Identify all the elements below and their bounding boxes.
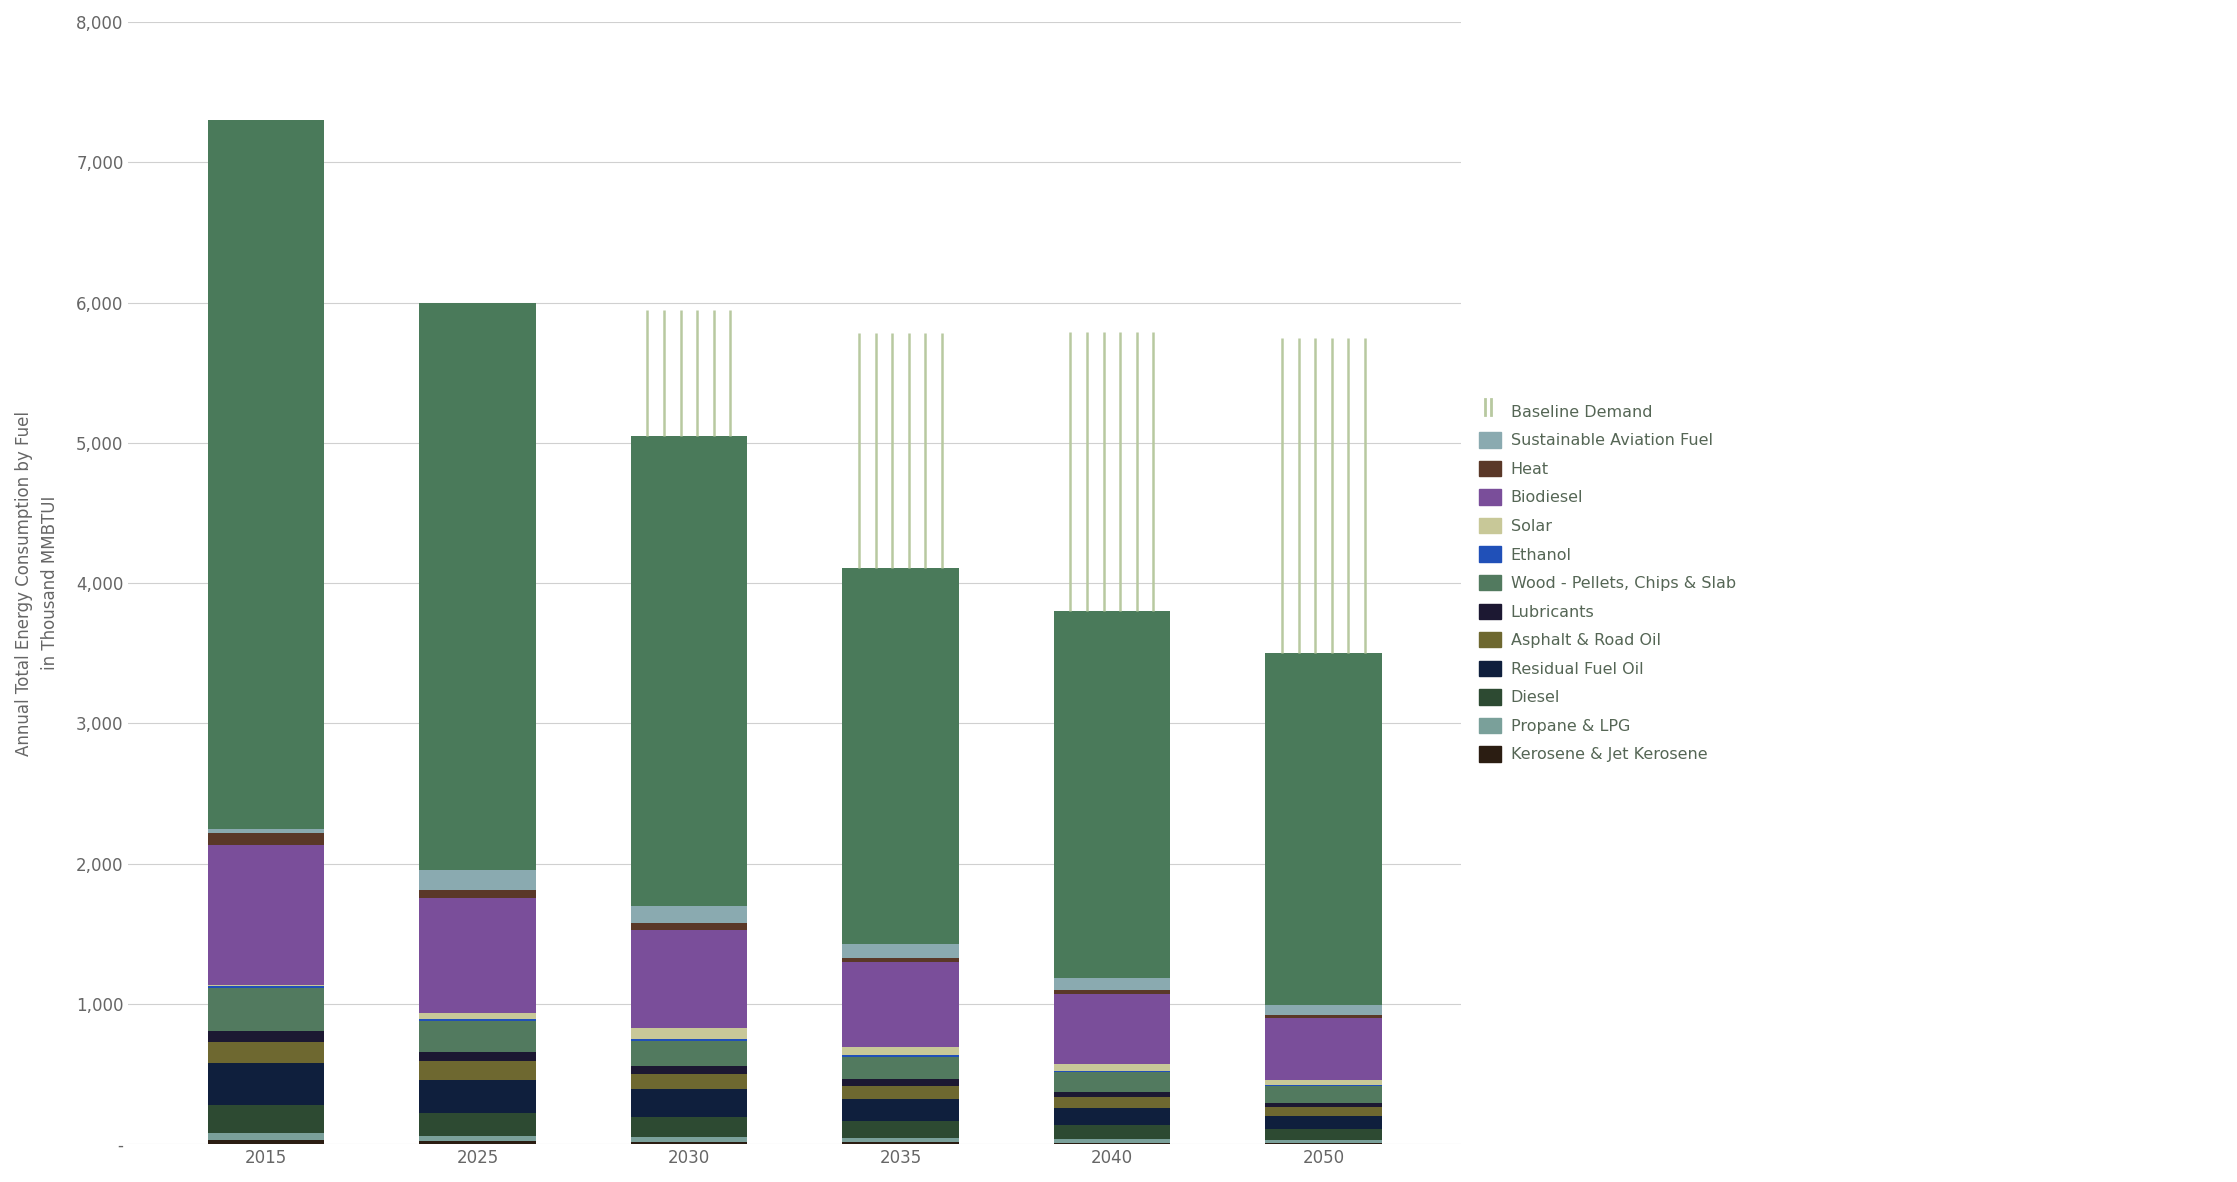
Bar	[1054, 994, 1170, 1064]
Bar	[631, 922, 747, 929]
Bar	[1266, 654, 1382, 1005]
Bar	[1054, 611, 1170, 979]
Bar	[843, 1122, 960, 1138]
Bar	[631, 1090, 747, 1117]
Bar	[1054, 979, 1170, 991]
Bar	[1054, 1071, 1170, 1072]
Legend: Baseline Demand, Sustainable Aviation Fuel, Heat, Biodiesel, Solar, Ethanol, Woo: Baseline Demand, Sustainable Aviation Fu…	[1476, 401, 1738, 766]
Bar	[843, 1046, 960, 1056]
Bar	[843, 1138, 960, 1143]
Bar	[208, 1063, 324, 1105]
Bar	[1054, 991, 1170, 994]
Bar	[418, 1052, 535, 1061]
Bar	[418, 1136, 535, 1142]
Bar	[631, 436, 747, 905]
Bar	[631, 1039, 747, 1041]
Bar	[1054, 1097, 1170, 1109]
Bar	[631, 1074, 747, 1090]
Bar	[1054, 1109, 1170, 1125]
Bar	[631, 1142, 747, 1144]
Bar	[843, 567, 960, 943]
Bar	[843, 1056, 960, 1057]
Bar	[208, 1132, 324, 1139]
Bar	[843, 962, 960, 1046]
Bar	[418, 1113, 535, 1136]
Bar	[1054, 1139, 1170, 1143]
Bar	[1266, 1085, 1382, 1086]
Bar	[418, 1079, 535, 1113]
Bar	[843, 943, 960, 957]
Bar	[1054, 1143, 1170, 1144]
Bar	[418, 1019, 535, 1021]
Bar	[418, 898, 535, 1013]
Bar	[631, 1117, 747, 1137]
Bar	[843, 1057, 960, 1079]
Bar	[631, 929, 747, 1027]
Bar	[208, 1031, 324, 1041]
Bar	[1054, 1064, 1170, 1071]
Bar	[418, 1021, 535, 1052]
Bar	[843, 1143, 960, 1144]
Bar	[1266, 1103, 1382, 1108]
Bar	[418, 303, 535, 870]
Bar	[208, 845, 324, 985]
Bar	[1266, 1116, 1382, 1129]
Bar	[418, 870, 535, 890]
Bar	[631, 1041, 747, 1066]
Bar	[1266, 1018, 1382, 1079]
Bar	[1054, 1072, 1170, 1092]
Bar	[843, 1085, 960, 1099]
Bar	[631, 1137, 747, 1142]
Bar	[208, 833, 324, 845]
Bar	[1266, 1005, 1382, 1015]
Bar	[1266, 1108, 1382, 1116]
Bar	[418, 1013, 535, 1019]
Bar	[631, 1066, 747, 1074]
Bar	[843, 1079, 960, 1085]
Bar	[1266, 1079, 1382, 1085]
Bar	[208, 1041, 324, 1063]
Bar	[631, 905, 747, 922]
Bar	[208, 830, 324, 833]
Bar	[843, 1099, 960, 1122]
Bar	[1054, 1092, 1170, 1097]
Bar	[208, 121, 324, 830]
Bar	[208, 986, 324, 988]
Bar	[208, 988, 324, 1031]
Bar	[1266, 1086, 1382, 1103]
Bar	[418, 1061, 535, 1079]
Bar	[1266, 1141, 1382, 1143]
Bar	[208, 1139, 324, 1144]
Bar	[418, 1142, 535, 1144]
Y-axis label: Annual Total Energy Consumption by Fuel
in Thousand MMBTUI: Annual Total Energy Consumption by Fuel …	[16, 410, 60, 755]
Bar	[1054, 1125, 1170, 1139]
Bar	[208, 1105, 324, 1132]
Bar	[631, 1027, 747, 1039]
Bar	[1266, 1129, 1382, 1141]
Bar	[1266, 1015, 1382, 1018]
Bar	[418, 890, 535, 898]
Bar	[843, 957, 960, 962]
